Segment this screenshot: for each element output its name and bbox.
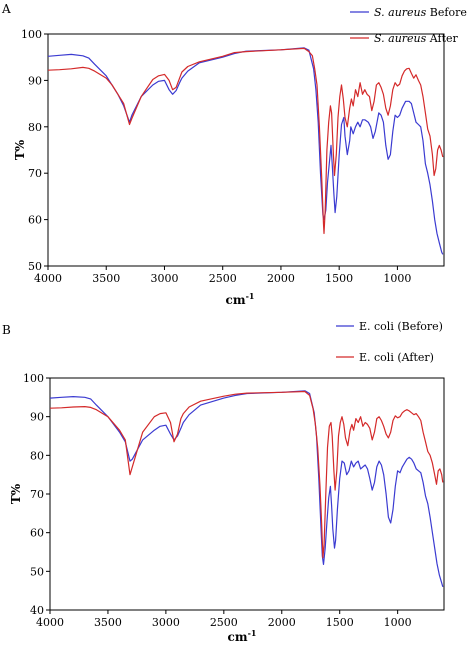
panel-a-plot-frame <box>47 33 445 267</box>
panel-b-x-ticks: 4000 3500 3000 2500 2000 1500 1000 <box>36 610 412 629</box>
panel-b-y-ticks: 40 50 60 70 80 90 100 <box>23 372 50 617</box>
panel-b: B 4000 3500 3000 2500 2000 1500 1000 40 50 60 70 8… <box>2 320 445 644</box>
panel-b-legend-label-after: E. coli (After) <box>359 351 434 364</box>
panel-b-x-tick-label: 3000 <box>152 616 180 629</box>
panel-a-x-tick-label: 1000 <box>383 272 411 285</box>
panel-a-letter: A <box>1 2 11 16</box>
panel-a-y-tick-label: 50 <box>28 260 42 273</box>
panel-a-series-after-line <box>47 47 444 235</box>
panel-b-series-after-line <box>49 390 444 559</box>
panel-a-y-tick-label: 90 <box>28 74 42 87</box>
panel-a-legend-label-after: S. aureus After <box>374 32 459 45</box>
panel-b-y-tick-label: 50 <box>30 565 44 578</box>
panel-a-y-axis-title: T% <box>13 139 27 160</box>
panel-b-x-tick-label: 2500 <box>210 616 238 629</box>
panel-a-x-axis-title: cm-1 <box>226 291 255 307</box>
panel-a: A 4000 3500 3000 2500 2000 1500 1000 50 60 70 80 9… <box>1 2 467 307</box>
panel-a-x-tick-label: 2500 <box>209 272 237 285</box>
panel-b-legend-label-before: E. coli (Before) <box>359 320 443 333</box>
panel-a-series-lines <box>47 47 444 255</box>
panel-b-x-tick-label: 3500 <box>94 616 122 629</box>
panel-a-legend-entry-after: S. aureus After <box>350 32 459 45</box>
panel-b-y-tick-label: 70 <box>30 488 44 501</box>
panel-a-y-ticks: 50 60 70 80 90 100 <box>21 28 48 273</box>
panel-a-legend-label-before: S. aureus Before <box>374 6 467 19</box>
panel-b-legend-entry-before: E. coli (Before) <box>336 320 443 333</box>
panel-a-x-tick-label: 3500 <box>92 272 120 285</box>
panel-a-y-tick-label: 60 <box>28 214 42 227</box>
panel-b-y-tick-label: 40 <box>30 604 44 617</box>
panel-a-x-tick-label: 2000 <box>267 272 295 285</box>
panel-a-y-tick-label: 100 <box>21 28 42 41</box>
panel-b-y-tick-label: 90 <box>30 411 44 424</box>
panel-b-y-axis-title: T% <box>9 483 23 504</box>
panel-b-x-tick-label: 2000 <box>268 616 296 629</box>
panel-a-series-before-line <box>47 47 444 255</box>
panel-b-plot-frame <box>49 377 445 611</box>
panel-b-letter: B <box>2 323 11 337</box>
panel-b-y-tick-label: 80 <box>30 449 44 462</box>
panel-b-x-axis-title: cm-1 <box>228 628 257 644</box>
panel-a-legend-entry-before: S. aureus Before <box>350 6 467 19</box>
panel-a-y-tick-label: 80 <box>28 121 42 134</box>
panel-b-y-tick-label: 60 <box>30 527 44 540</box>
panel-b-x-tick-label: 1000 <box>384 616 412 629</box>
panel-b-x-tick-label: 1500 <box>326 616 354 629</box>
panel-b-legend: E. coli (Before) E. coli (After) <box>336 320 443 364</box>
panel-b-series-before-line <box>49 390 444 587</box>
panel-b-x-tick-label: 4000 <box>36 616 64 629</box>
panel-a-x-tick-label: 1500 <box>325 272 353 285</box>
panel-a-x-tick-label: 3000 <box>150 272 178 285</box>
panel-b-legend-entry-after: E. coli (After) <box>336 351 434 364</box>
panel-a-x-tick-label: 4000 <box>34 272 62 285</box>
panel-b-y-tick-label: 100 <box>23 372 44 385</box>
panel-a-legend: S. aureus Before S. aureus After <box>350 6 467 45</box>
panel-a-x-ticks: 4000 3500 3000 2500 2000 1500 1000 <box>34 266 411 285</box>
panel-b-series-lines <box>49 390 444 587</box>
panel-a-y-tick-label: 70 <box>28 167 42 180</box>
